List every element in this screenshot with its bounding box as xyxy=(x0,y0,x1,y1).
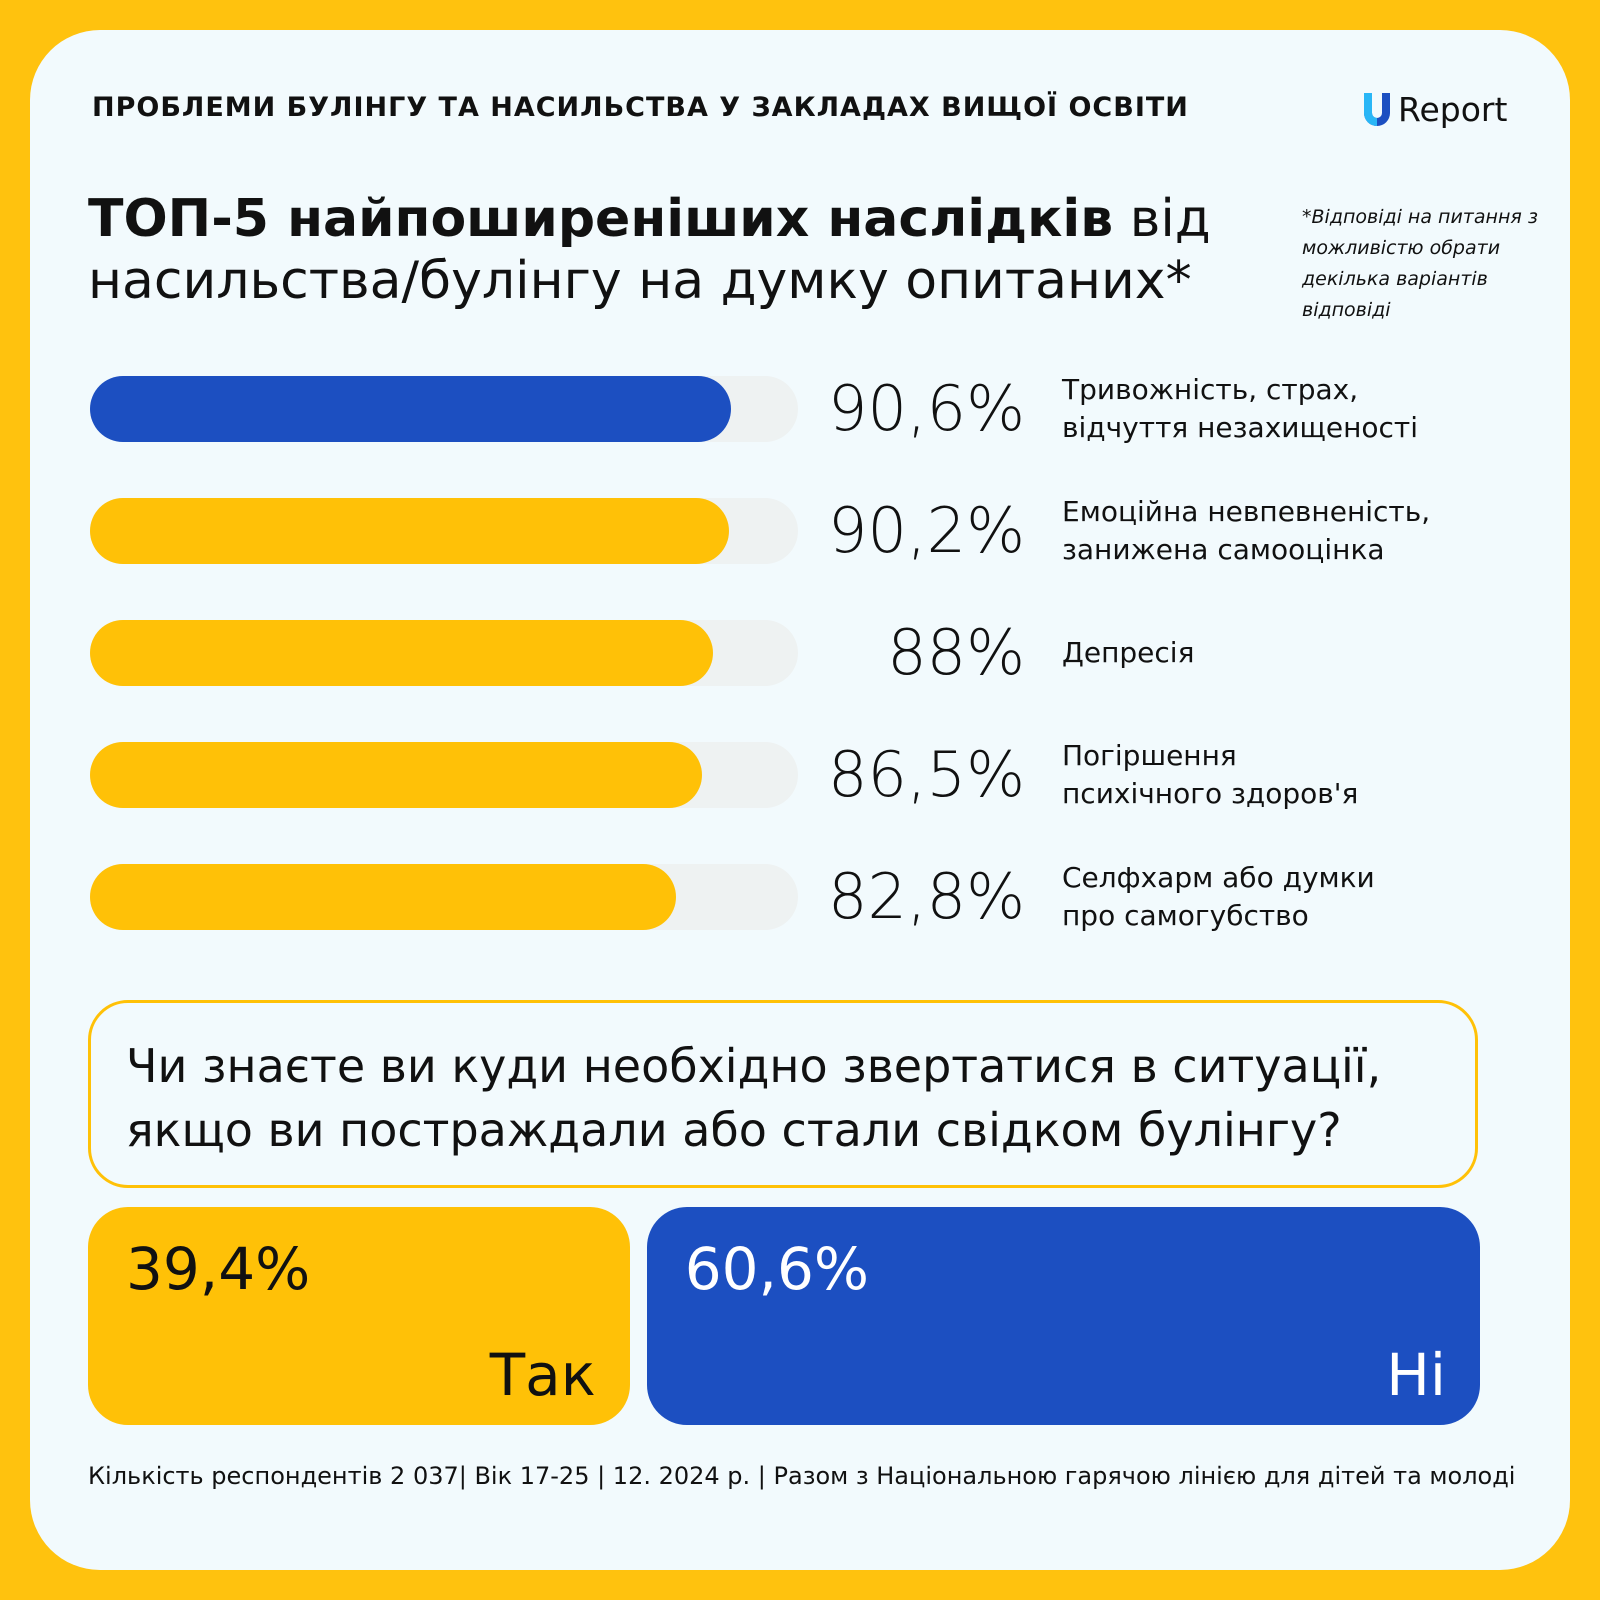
bar xyxy=(90,864,677,930)
title-regular: від насильства/булінгу на думку опитаних… xyxy=(88,189,1211,311)
title-bold: ТОП-5 найпоширеніших наслідків xyxy=(88,189,1114,249)
logo: Report xyxy=(1360,90,1507,129)
card: ПРОБЛЕМИ БУЛІНГУ ТА НАСИЛЬСТВА У ЗАКЛАДА… xyxy=(30,30,1570,1570)
bar xyxy=(90,498,729,564)
question: Чи знаєте ви куди необхідно звертатися в… xyxy=(126,1039,1382,1157)
question-box xyxy=(88,1000,1478,1188)
value-label: 90,2% xyxy=(828,494,1025,567)
footer: Кількість респондентів 2 037| Вік 17-25 … xyxy=(88,1462,1516,1490)
note: *Відповіді на питання з можливістю обрат… xyxy=(1302,206,1538,321)
answer-value: 39,4% xyxy=(126,1235,311,1303)
bar xyxy=(90,620,714,686)
bar xyxy=(90,376,732,442)
value-label: 86,5% xyxy=(828,738,1025,811)
answer-box: 60,6% Ні xyxy=(646,1207,1480,1425)
header: ПРОБЛЕМИ БУЛІНГУ ТА НАСИЛЬСТВА У ЗАКЛАДА… xyxy=(92,92,1189,123)
chart-title: ТОП-5 найпоширеніших наслідків від насил… xyxy=(88,188,1248,312)
answer-value: 60,6% xyxy=(684,1235,870,1303)
bar xyxy=(90,742,703,808)
logo-icon xyxy=(1364,92,1390,126)
category-label: Тривожність, страх, відчуття незахищенос… xyxy=(1062,373,1418,444)
value-label: 88% xyxy=(887,616,1025,689)
value-label: 82,8% xyxy=(828,860,1025,933)
category-label: Депресія xyxy=(1062,636,1195,669)
value-label: 90,6% xyxy=(828,372,1025,445)
category-label: Погіршення психічного здоров'я xyxy=(1062,739,1359,810)
category-label: Емоційна невпевненість, занижена самооці… xyxy=(1062,495,1431,566)
answer-box: 39,4% Так xyxy=(88,1207,630,1425)
logo-text: Report xyxy=(1398,90,1508,129)
answer-label: Так xyxy=(489,1341,596,1409)
answer-label: Ні xyxy=(1386,1341,1446,1409)
category-label: Селфхарм або думки про самогубство xyxy=(1062,861,1375,932)
